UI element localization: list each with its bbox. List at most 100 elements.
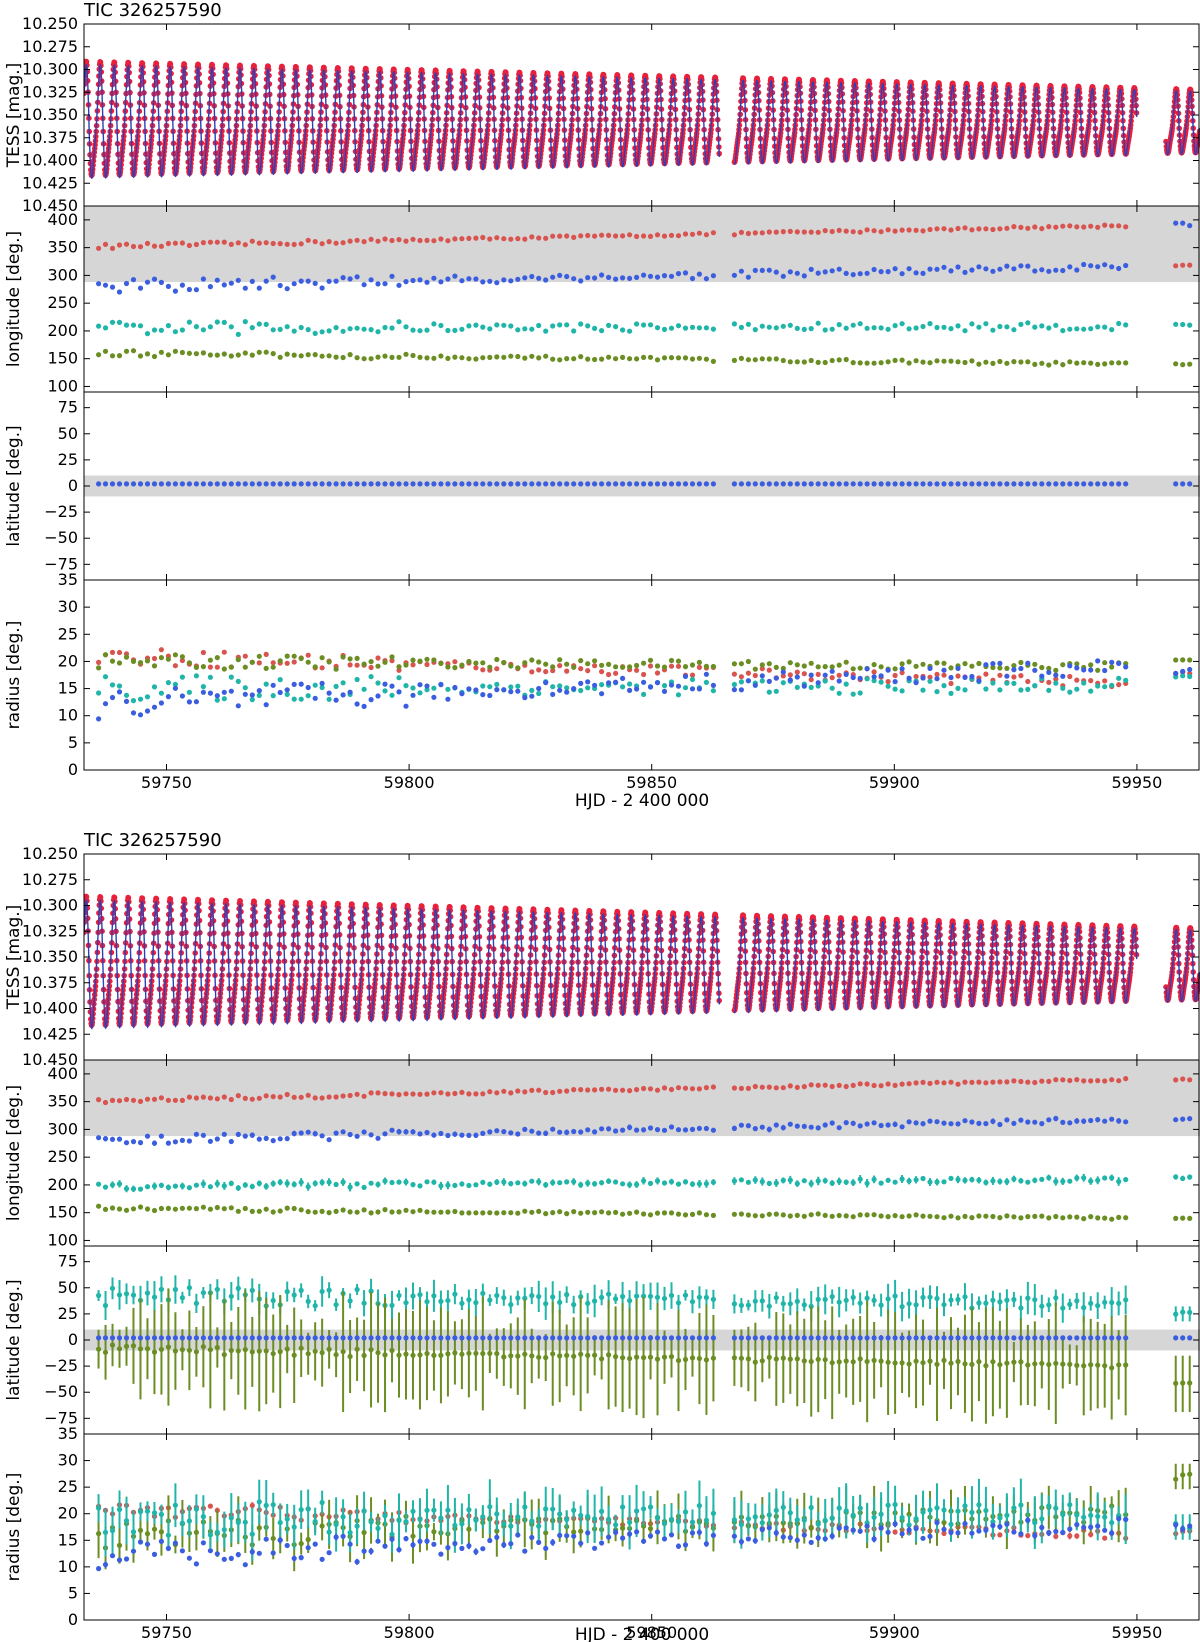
data-point [962, 328, 968, 334]
data-point [228, 664, 234, 670]
data-point [843, 481, 849, 487]
data-point [822, 664, 828, 670]
data-point [417, 328, 423, 334]
data-point [836, 227, 842, 233]
data-point [1025, 320, 1031, 326]
data-point [389, 354, 395, 360]
data-point [375, 481, 381, 487]
data-point [578, 680, 584, 687]
data-point [661, 481, 668, 487]
data-point [976, 361, 982, 367]
data-point [766, 481, 772, 487]
data-point [249, 697, 255, 703]
data-point [550, 481, 556, 487]
data-point [487, 278, 493, 284]
data-point [137, 481, 144, 487]
data-point [375, 329, 381, 335]
data-point [675, 663, 682, 669]
data-point [151, 704, 158, 710]
data-point [305, 237, 311, 243]
data-point [822, 481, 828, 487]
data-point [1173, 657, 1179, 663]
data-point [1004, 263, 1010, 269]
data-point [193, 241, 199, 248]
data-point [305, 278, 311, 284]
data-point [941, 481, 947, 487]
data-point [1102, 361, 1108, 367]
data-point [151, 327, 158, 333]
data-point [1173, 263, 1179, 269]
data-point [780, 669, 786, 675]
data-point [703, 671, 710, 677]
data-point [885, 667, 891, 673]
data-point [550, 274, 556, 280]
data-point [214, 239, 220, 245]
data-point [969, 663, 975, 669]
data-point [452, 236, 458, 242]
data-point [675, 323, 682, 329]
data-point [571, 276, 577, 282]
data-point [319, 665, 325, 671]
data-point [319, 353, 325, 359]
data-point [829, 675, 835, 681]
data-point [920, 359, 926, 365]
y-tick-label: 30 [58, 597, 78, 616]
data-point [920, 661, 926, 667]
x-tick-label: 59900 [869, 773, 920, 792]
data-point [689, 275, 696, 282]
data-point [438, 353, 444, 359]
data-point [151, 276, 158, 282]
data-point [969, 481, 975, 487]
data-point [179, 674, 185, 680]
data-point [256, 481, 262, 487]
data-point [1067, 326, 1073, 332]
data-point [843, 356, 849, 363]
data-point [1025, 678, 1031, 685]
data-point [1025, 263, 1031, 269]
data-point [759, 673, 765, 679]
data-point [1053, 680, 1059, 686]
data-point [808, 672, 814, 678]
data-point [116, 689, 123, 695]
data-point [654, 670, 661, 676]
data-point [543, 353, 549, 359]
data-point [473, 687, 479, 693]
data-point [654, 357, 661, 363]
data-point [1116, 360, 1122, 366]
data-point [116, 353, 123, 359]
data-point [270, 660, 276, 666]
data-point [165, 656, 171, 662]
data-point [766, 324, 772, 330]
data-point [627, 328, 633, 334]
data-point [298, 324, 304, 331]
data-point [864, 676, 870, 682]
data-point [277, 689, 283, 696]
data-point [354, 325, 360, 331]
data-point [410, 662, 416, 668]
data-point [752, 357, 758, 363]
data-point [836, 322, 842, 328]
data-point [340, 481, 346, 487]
data-point [1011, 481, 1017, 487]
data-point [578, 321, 584, 327]
data-point [571, 481, 577, 487]
data-point [1081, 360, 1087, 366]
data-point [1095, 264, 1101, 270]
data-point [466, 276, 472, 282]
data-point [312, 352, 318, 358]
data-point [116, 660, 123, 666]
data-point [641, 481, 647, 487]
data-point [508, 684, 514, 690]
data-point [508, 236, 514, 242]
data-point [752, 267, 758, 273]
data-point [242, 685, 248, 691]
data-point [179, 327, 185, 333]
data-point [249, 325, 255, 331]
data-point [515, 353, 521, 360]
data-point [109, 245, 116, 251]
data-point [459, 326, 465, 332]
data-point [417, 354, 423, 360]
data-point [557, 272, 563, 278]
data-point [1053, 481, 1059, 487]
